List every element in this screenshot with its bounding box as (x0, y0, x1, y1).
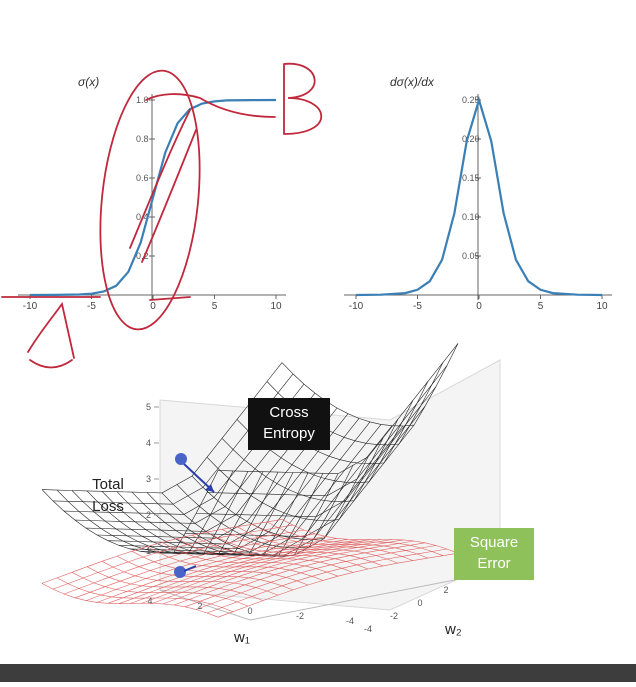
derivative-y-tick-label: 0.25 (462, 95, 480, 105)
cross-entropy-mesh-line (281, 343, 459, 427)
cross-entropy-mesh-line (161, 473, 339, 557)
cross-entropy-mesh-line (131, 472, 309, 556)
square-error-mesh-line (206, 531, 384, 567)
cross-entropy-mesh-line (191, 456, 369, 540)
w2-axis-label: w₂ (444, 621, 462, 638)
cross-entropy-mesh-line (71, 471, 249, 555)
ce-arrow-head (205, 484, 214, 492)
square-error-mesh-line (161, 542, 339, 577)
ce-start-point (175, 453, 187, 465)
derivative-x-tick-label: -10 (349, 301, 364, 312)
cross-entropy-mesh-line (146, 473, 324, 557)
square-error-label: Square Error (454, 528, 534, 580)
square-error-mesh-line (281, 519, 459, 554)
w2-tick-label: -2 (390, 611, 398, 621)
loss-z-tick-label: 3 (146, 474, 151, 484)
sigmoid-y-tick-label: 0.6 (136, 173, 149, 183)
sigmoid-x-tick-label: 10 (270, 301, 282, 312)
se-start-point (174, 566, 186, 578)
sigmoid-curve (29, 98, 277, 297)
square-error-mesh-line (221, 529, 399, 564)
derivative-y-tick-label: 0.05 (462, 251, 480, 261)
square-error-mesh-line (116, 555, 294, 591)
square-error-mesh-line (146, 546, 324, 581)
derivative-x-tick-label: -5 (413, 301, 422, 312)
cross-entropy-mesh-line (41, 470, 219, 554)
derivative-y-tick-label: 0.20 (462, 134, 480, 144)
se-gradient-arrow (183, 565, 197, 572)
square-error-surface (41, 519, 459, 618)
derivative-x-tick-label: 0 (476, 301, 482, 312)
derivative-plot: dσ(x)/dx -10 -5 0 5 10 0.05 0.10 0.15 0.20 0.25 (344, 75, 612, 312)
square-error-mesh-line (191, 534, 369, 570)
ink-stroke-bottom (1, 296, 191, 301)
cross-entropy-mesh-line (221, 418, 399, 502)
derivative-x-tick-label: 5 (538, 301, 544, 312)
derivative-x-tick-label: 10 (596, 301, 608, 312)
w1-tick-label: -2 (296, 611, 304, 621)
derivative-title: dσ(x)/dx (390, 75, 435, 89)
w1-tick-label: -4 (346, 616, 354, 626)
loss-z-tick-label: 2 (146, 510, 151, 520)
w1-axis-label: w₁ (233, 629, 250, 646)
cross-entropy-mesh-line (206, 437, 384, 521)
w1-tick-label: 0 (247, 606, 252, 616)
square-error-mesh-line (41, 583, 219, 618)
derivative-y-tick-label: 0.15 (462, 173, 480, 183)
square-error-mesh-line (251, 524, 429, 559)
square-error-mesh-line (266, 521, 444, 556)
w2-tick-label: -4 (364, 624, 372, 634)
cross-entropy-mesh-line (176, 465, 354, 549)
square-error-mesh-line (101, 561, 279, 596)
sigmoid-title: σ(x) (78, 75, 99, 89)
surface-backdrop (159, 359, 501, 621)
sigmoid-y-tick-label: 0.8 (136, 134, 149, 144)
sigmoid-x-tick-label: -10 (23, 301, 38, 312)
sigmoid-x-tick-label: 0 (150, 301, 156, 312)
sigmoid-y-tick-label: 0.2 (136, 251, 149, 261)
sigmoid-y-tick-label: 1.0 (136, 95, 149, 105)
ink-annotations (1, 62, 323, 369)
square-error-mesh-line (71, 572, 249, 607)
ink-ellipse (99, 69, 201, 331)
w1-tick-label: 4 (147, 596, 152, 606)
loss-z-tick-label: 5 (146, 402, 151, 412)
cross-entropy-mesh-line (86, 471, 264, 555)
w1-tick-label: 2 (197, 601, 202, 611)
cross-entropy-mesh-line (116, 472, 294, 556)
ink-stroke-mid (129, 109, 197, 263)
w2-tick-label: 0 (417, 598, 422, 608)
square-error-mesh-line (56, 577, 234, 612)
ink-stroke-top (145, 93, 276, 118)
cross-entropy-mesh-line (101, 471, 279, 555)
derivative-curve (355, 96, 603, 297)
loss-z-tick-label: 1 (146, 546, 151, 556)
square-error-mesh-line (176, 538, 354, 573)
square-error-mesh-line (131, 550, 309, 586)
total-loss-label: Total Loss (92, 476, 124, 515)
cross-entropy-label: Cross Entropy (248, 398, 330, 450)
derivative-y-tick-label: 0.10 (462, 212, 480, 222)
ink-letter-a (27, 301, 75, 369)
sigmoid-x-tick-label: 5 (212, 301, 218, 312)
loss-z-tick-label: 4 (146, 438, 151, 448)
square-error-mesh-line (236, 526, 414, 561)
w2-tick-label: 2 (443, 585, 448, 595)
video-control-bar[interactable] (0, 664, 636, 682)
ink-letter-b (283, 62, 323, 135)
cross-entropy-mesh-line (56, 470, 234, 554)
sigmoid-x-tick-label: -5 (87, 301, 96, 312)
square-error-mesh-line (86, 566, 264, 601)
